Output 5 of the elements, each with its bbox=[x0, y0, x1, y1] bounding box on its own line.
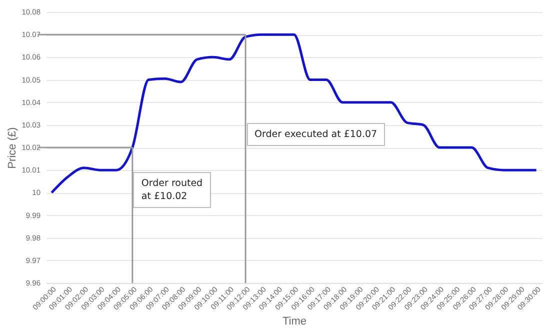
x-axis-title: Time bbox=[282, 315, 307, 328]
ref-line-label: Order routed at £10.02 bbox=[133, 172, 212, 208]
line-series bbox=[50, 33, 538, 194]
ref-line-label: Order executed at £10.07 bbox=[246, 123, 386, 146]
y-axis-title: Price (£) bbox=[6, 127, 19, 169]
